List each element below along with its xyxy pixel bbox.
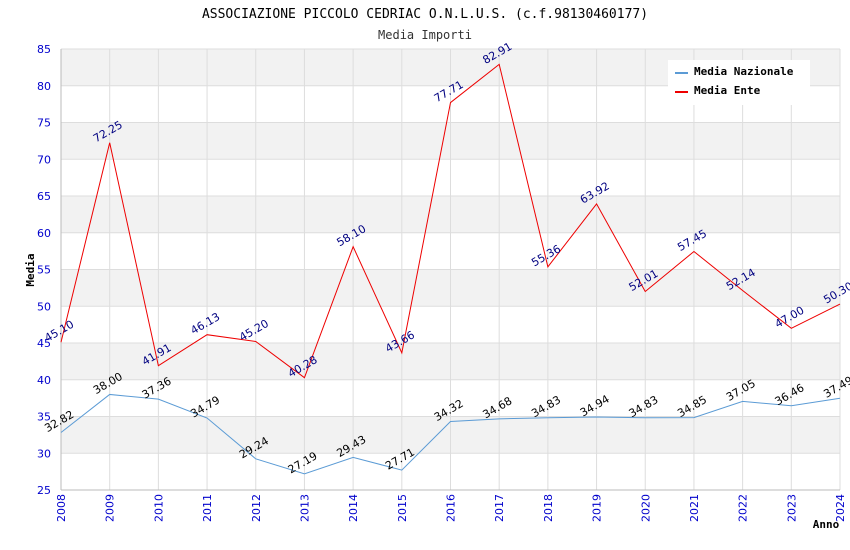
chart-title: ASSOCIAZIONE PICCOLO CEDRIAC O.N.L.U.S. …	[202, 7, 648, 22]
grid-lines	[60, 48, 841, 491]
x-tick-label: 2014	[347, 494, 360, 522]
x-tick-label: 2017	[493, 494, 506, 522]
axes	[60, 49, 840, 491]
x-tick-label: 2012	[250, 494, 263, 522]
series-line-media-ente	[60, 63, 841, 379]
x-tick-label: 2015	[396, 494, 409, 522]
y-tick-label: 30	[37, 447, 51, 460]
y-tick-label: 80	[37, 80, 51, 93]
y-tick-labels: 25 30 35 40 45 50 55 60 65 70 75 80 85	[37, 43, 51, 497]
x-tick-label: 2013	[298, 494, 311, 522]
x-axis-label: Anno	[813, 518, 840, 531]
x-tick-labels: 2008 2009 2010 2011 2012 2013 2014 2015 2016 2017…	[55, 494, 847, 522]
y-axis-label: Media	[24, 253, 37, 286]
legend-entry-media-nazionale: Media Nazionale	[694, 65, 794, 78]
legend-box	[668, 60, 810, 105]
chart-subtitle: Media Importi	[378, 28, 472, 42]
x-tick-label: 2019	[591, 494, 604, 522]
y-tick-label: 85	[37, 43, 51, 56]
y-tick-label: 45	[37, 337, 51, 350]
legend-entry-media-ente: Media Ente	[694, 84, 761, 97]
x-tick-label: 2016	[445, 494, 458, 522]
x-tick-label: 2022	[737, 494, 750, 522]
x-tick-label: 2020	[639, 494, 652, 522]
y-tick-label: 50	[37, 300, 51, 313]
y-tick-label: 75	[37, 117, 51, 130]
y-tick-label: 60	[37, 227, 51, 240]
y-tick-label: 65	[37, 190, 51, 203]
y-tick-label: 25	[37, 484, 51, 497]
x-tick-label: 2024	[834, 494, 847, 522]
x-tick-label: 2011	[201, 494, 214, 522]
x-tick-label: 2010	[152, 494, 165, 522]
y-tick-label: 55	[37, 264, 51, 277]
x-tick-label: 2009	[104, 494, 117, 522]
series-line-media-nazionale	[60, 393, 841, 475]
x-tick-label: 2008	[55, 494, 68, 522]
legend: Media Nazionale Media Ente	[668, 60, 810, 105]
x-tick-label: 2018	[542, 494, 555, 522]
y-tick-label: 40	[37, 374, 51, 387]
y-tick-label: 35	[37, 411, 51, 424]
y-tick-label: 70	[37, 153, 51, 166]
x-tick-label: 2021	[688, 494, 701, 522]
x-tick-label: 2023	[785, 494, 798, 522]
